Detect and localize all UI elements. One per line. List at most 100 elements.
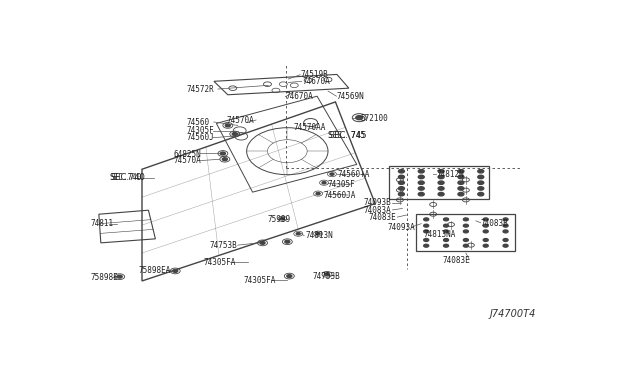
Circle shape [478, 175, 484, 179]
Circle shape [424, 218, 429, 221]
Text: 74813N: 74813N [306, 231, 333, 240]
Circle shape [316, 192, 320, 195]
Circle shape [483, 224, 488, 227]
Circle shape [478, 192, 484, 196]
Circle shape [458, 170, 464, 173]
Circle shape [424, 230, 429, 233]
Circle shape [296, 232, 300, 235]
Circle shape [463, 230, 468, 233]
Text: SEC.740: SEC.740 [110, 173, 142, 182]
Circle shape [458, 181, 464, 185]
Text: 74572R: 74572R [187, 84, 214, 93]
Text: 74670A: 74670A [286, 92, 314, 101]
Circle shape [503, 230, 508, 233]
Text: SEC.740: SEC.740 [111, 173, 146, 182]
Text: 74812N: 74812N [436, 170, 464, 179]
Circle shape [285, 240, 290, 243]
Text: 74753B: 74753B [210, 241, 237, 250]
Text: 74813NA: 74813NA [423, 230, 456, 239]
Circle shape [399, 175, 404, 179]
Circle shape [419, 192, 424, 196]
Circle shape [438, 181, 444, 185]
Circle shape [444, 230, 449, 233]
Text: 74083B: 74083B [481, 219, 509, 228]
Circle shape [463, 238, 468, 241]
Circle shape [444, 244, 449, 247]
Circle shape [478, 187, 484, 190]
Text: 74560+A: 74560+A [338, 170, 371, 179]
Text: 74305FA: 74305FA [203, 259, 236, 267]
Circle shape [330, 173, 334, 175]
Text: 75898E: 75898E [91, 273, 118, 282]
Circle shape [356, 116, 363, 120]
Circle shape [260, 241, 265, 244]
Circle shape [117, 275, 122, 278]
Circle shape [399, 170, 404, 173]
Circle shape [222, 158, 227, 161]
Circle shape [483, 230, 488, 233]
Circle shape [458, 192, 464, 196]
Circle shape [483, 218, 488, 221]
Circle shape [503, 224, 508, 227]
Circle shape [316, 232, 320, 235]
Circle shape [399, 187, 404, 190]
Text: 74560: 74560 [187, 118, 210, 127]
Text: 74560J: 74560J [187, 133, 214, 142]
Circle shape [419, 175, 424, 179]
Circle shape [478, 181, 484, 185]
Circle shape [503, 238, 508, 241]
Circle shape [444, 224, 449, 227]
Circle shape [438, 170, 444, 173]
Text: 74305F: 74305F [187, 126, 214, 135]
Text: 74093B: 74093B [364, 198, 392, 207]
Circle shape [324, 273, 330, 276]
Circle shape [419, 170, 424, 173]
Circle shape [399, 181, 404, 185]
Text: 74570A: 74570A [227, 116, 254, 125]
Circle shape [438, 192, 444, 196]
Circle shape [424, 224, 429, 227]
Text: SEC. 745: SEC. 745 [329, 131, 367, 140]
Circle shape [173, 269, 178, 272]
Text: 75999: 75999 [268, 215, 291, 224]
Circle shape [444, 238, 449, 241]
Text: 74570A: 74570A [173, 157, 201, 166]
Text: 74570AA: 74570AA [293, 123, 326, 132]
Circle shape [419, 181, 424, 185]
Circle shape [463, 218, 468, 221]
Circle shape [424, 244, 429, 247]
Circle shape [458, 175, 464, 179]
Text: 74083E: 74083E [442, 256, 470, 264]
Circle shape [463, 224, 468, 227]
Text: 74560JA: 74560JA [323, 191, 355, 200]
Text: 74811: 74811 [91, 219, 114, 228]
Circle shape [483, 238, 488, 241]
Circle shape [419, 187, 424, 190]
Text: 74093A: 74093A [388, 223, 415, 232]
Text: 74083A: 74083A [364, 206, 392, 215]
Circle shape [287, 275, 292, 278]
Circle shape [280, 218, 284, 220]
Text: 74305F: 74305F [327, 180, 355, 189]
Circle shape [322, 182, 326, 184]
Text: 74670A: 74670A [302, 77, 330, 86]
Text: 64825N: 64825N [173, 150, 201, 158]
Circle shape [438, 187, 444, 190]
Circle shape [220, 152, 225, 155]
Circle shape [458, 187, 464, 190]
Circle shape [399, 192, 404, 196]
Text: 572100: 572100 [361, 114, 388, 123]
Circle shape [463, 244, 468, 247]
Text: 74519B: 74519B [301, 70, 328, 79]
Text: 74305FA: 74305FA [244, 276, 276, 285]
Text: J74700T4: J74700T4 [489, 309, 536, 319]
Text: SEC. 745: SEC. 745 [328, 131, 365, 140]
Text: 75898EA: 75898EA [138, 266, 171, 275]
Circle shape [225, 124, 230, 127]
Circle shape [438, 175, 444, 179]
Text: 74569N: 74569N [337, 92, 365, 101]
Text: 74753B: 74753B [312, 272, 340, 280]
Circle shape [503, 244, 508, 247]
Circle shape [232, 132, 237, 135]
Circle shape [503, 218, 508, 221]
